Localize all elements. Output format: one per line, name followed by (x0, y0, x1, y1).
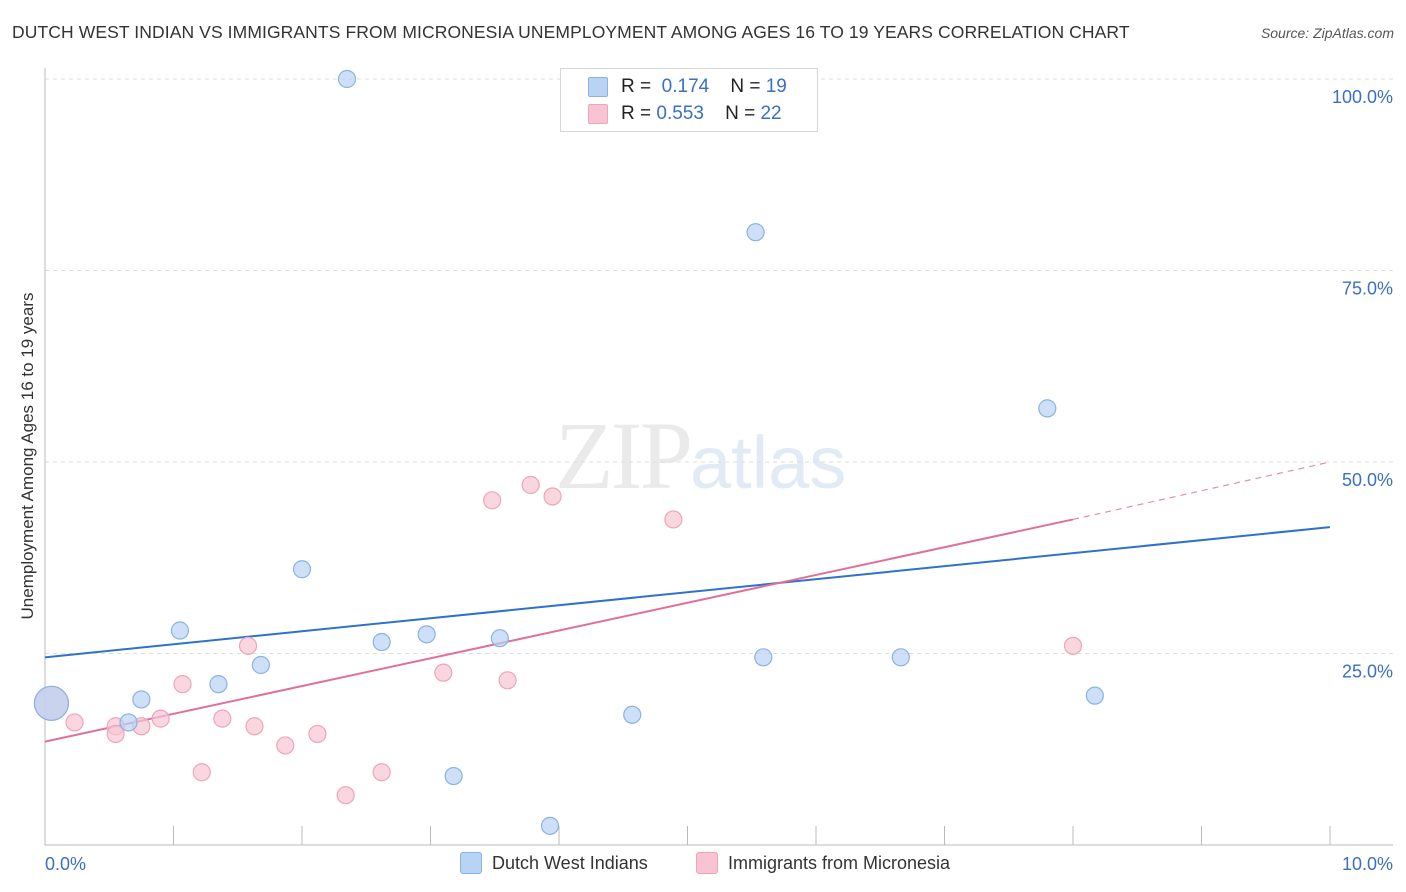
data-point-immigrants-from-micronesia (173, 675, 192, 694)
data-point-immigrants-from-micronesia (483, 491, 502, 510)
data-point-dutch-west-indians (1085, 686, 1104, 705)
r-value: 0.553 (656, 103, 704, 124)
data-point-immigrants-from-micronesia (213, 709, 232, 728)
data-point-dutch-west-indians (170, 621, 190, 640)
data-point-immigrants-from-micronesia (543, 487, 562, 506)
data-point-dutch-west-indians (891, 648, 910, 667)
data-point-dutch-west-indians (33, 685, 70, 721)
data-point-immigrants-from-micronesia (106, 724, 125, 744)
n-value: 22 (760, 103, 782, 124)
data-point-immigrants-from-micronesia (372, 763, 391, 782)
data-point-immigrants-from-micronesia (434, 663, 453, 682)
data-point-dutch-west-indians (119, 713, 138, 732)
y-tick-label: 50.0% (1342, 470, 1393, 490)
data-point-dutch-west-indians (209, 675, 228, 694)
data-point-dutch-west-indians (132, 690, 151, 709)
legend-swatch-blue (460, 852, 482, 874)
watermark-zip: ZIP (555, 402, 693, 509)
zipatlas-watermark: ZIPatlas (555, 400, 846, 511)
data-point-immigrants-from-micronesia (498, 671, 517, 690)
data-point-dutch-west-indians (251, 655, 270, 675)
y-axis-label: Unemployment Among Ages 16 to 19 years (18, 292, 37, 620)
chart-title: DUTCH WEST INDIAN VS IMMIGRANTS FROM MIC… (12, 22, 1130, 42)
legend-stats-blue: R = 0.174 N = 19 (621, 76, 787, 98)
legend-item-dutch-west-indians: Dutch West Indians (460, 852, 648, 874)
data-point-immigrants-from-micronesia (308, 724, 327, 744)
n-label: N = (730, 76, 761, 97)
data-point-dutch-west-indians (754, 648, 773, 667)
data-point-dutch-west-indians (337, 69, 357, 89)
data-point-dutch-west-indians (623, 705, 642, 724)
series-legend: Dutch West Indians Immigrants from Micro… (0, 852, 1406, 876)
data-point-immigrants-from-micronesia (276, 736, 295, 755)
trend-line-extension (1072, 461, 1331, 521)
r-label: R = (621, 76, 652, 97)
y-tick-label: 75.0% (1342, 279, 1393, 299)
data-point-immigrants-from-micronesia (192, 763, 211, 782)
legend-label: Dutch West Indians (492, 852, 648, 873)
data-point-immigrants-from-micronesia (1063, 636, 1083, 655)
y-tick-label: 100.0% (1332, 87, 1393, 107)
data-point-immigrants-from-micronesia (521, 475, 540, 495)
data-point-dutch-west-indians (490, 629, 509, 648)
gridlines (45, 78, 1393, 654)
x-tick-label: 0.0% (45, 854, 86, 874)
data-point-dutch-west-indians (444, 766, 463, 786)
data-point-dutch-west-indians (1038, 399, 1057, 418)
source-label: Source: ZipAtlas.com (1260, 25, 1394, 41)
data-point-dutch-west-indians (292, 560, 312, 579)
data-point-dutch-west-indians (746, 223, 765, 242)
tick-labels: 25.0% 50.0% 75.0% 100.0% 0.0% 10.0% (45, 87, 1393, 874)
correlation-legend: R = 0.174 N = 19 R = 0.553 N = 22 (560, 68, 818, 132)
data-point-dutch-west-indians (540, 816, 560, 835)
data-point-immigrants-from-micronesia (664, 510, 683, 529)
data-point-immigrants-from-micronesia (65, 713, 84, 732)
legend-swatch-pink (588, 104, 608, 124)
data-point-immigrants-from-micronesia (245, 717, 264, 736)
data-point-dutch-west-indians (372, 632, 391, 652)
data-point-immigrants-from-micronesia (336, 786, 355, 805)
data-points (33, 69, 1104, 835)
legend-label: Immigrants from Micronesia (728, 852, 951, 873)
n-value: 19 (765, 76, 787, 97)
x-tick-label: 10.0% (1342, 854, 1393, 874)
r-label: R = (621, 103, 652, 124)
legend-swatch-pink (696, 852, 718, 874)
y-tick-label: 25.0% (1342, 662, 1393, 682)
r-value: 0.174 (661, 76, 710, 97)
data-point-dutch-west-indians (417, 625, 436, 644)
trend-lines (44, 461, 1331, 743)
trend-line-immigrants-from-micronesia (44, 518, 1074, 743)
legend-stats-pink: R = 0.553 N = 22 (621, 103, 782, 125)
n-label: N = (725, 103, 756, 124)
legend-swatch-blue (588, 77, 608, 97)
data-point-immigrants-from-micronesia (151, 709, 170, 728)
data-point-immigrants-from-micronesia (238, 636, 258, 655)
trend-line-dutch-west-indians (44, 526, 1331, 659)
legend-item-immigrants-from-micronesia: Immigrants from Micronesia (696, 852, 950, 874)
